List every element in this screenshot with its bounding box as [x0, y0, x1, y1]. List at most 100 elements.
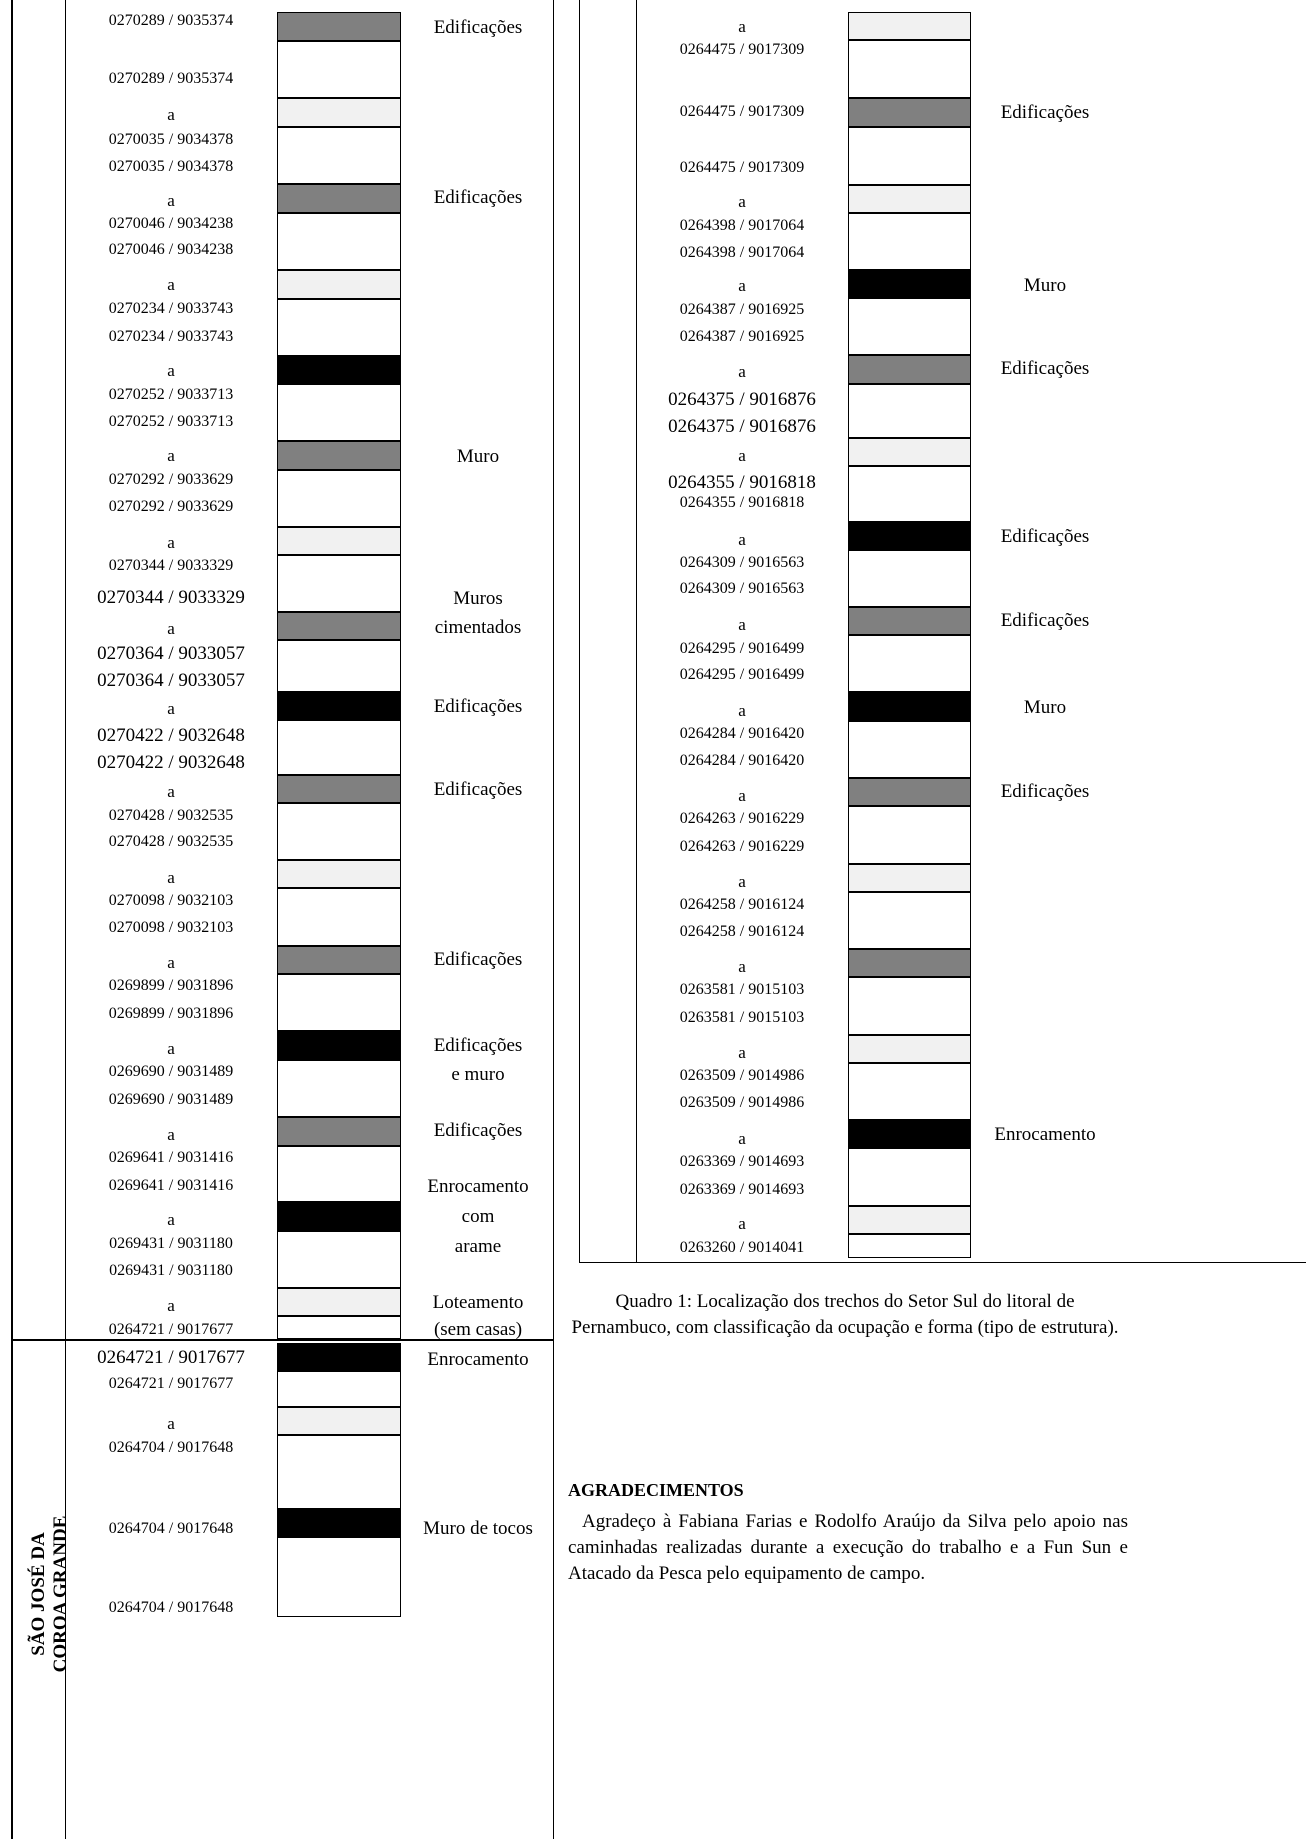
table-caption: Quadro 1: Localização dos trechos do Set… — [571, 1291, 1119, 1338]
occupation-bar-white — [848, 466, 971, 522]
coordinate-connector: a — [738, 276, 746, 295]
occupation-bar-black — [277, 1202, 401, 1231]
occupation-bar-white — [848, 1148, 971, 1206]
structure-label: Loteamento — [432, 1292, 524, 1313]
occupation-bar-white — [277, 213, 401, 270]
coordinate-value: 0264475 / 9017309 — [679, 41, 805, 58]
occupation-bar-white — [277, 1231, 401, 1288]
coordinate-value: 0270035 / 9034378 — [108, 131, 234, 148]
coordinate-connector: a — [738, 701, 746, 720]
structure-label: (sem casas) — [433, 1319, 523, 1340]
coordinate-value: 0270422 / 9032648 — [97, 752, 245, 773]
occupation-bar-white — [277, 555, 401, 612]
occupation-bar-light — [277, 860, 401, 888]
structure-label: Edificações — [1000, 358, 1090, 379]
coordinate-value: 0269431 / 9031180 — [109, 1235, 233, 1252]
structure-label: Edificações — [433, 696, 523, 717]
coordinate-connector: a — [738, 872, 746, 891]
coordinate-value: 0270046 / 9034238 — [108, 241, 234, 258]
coordinate-connector: a — [167, 1296, 175, 1315]
occupation-bar-white — [848, 1063, 971, 1120]
coordinate-value: 0264721 / 9017677 — [108, 1375, 234, 1392]
coordinate-connector: a — [167, 619, 175, 638]
coordinate-value: 0270098 / 9032103 — [108, 892, 234, 909]
coordinate-value: 0264309 / 9016563 — [679, 554, 805, 571]
coordinate-value: 0270292 / 9033629 — [108, 471, 234, 488]
occupation-bar-black — [277, 1343, 401, 1371]
occupation-bar-gray — [277, 612, 401, 640]
occupation-bar-light — [848, 438, 971, 466]
coordinate-value: 0269431 / 9031180 — [109, 1262, 233, 1279]
coordinate-value: 0264263 / 9016229 — [679, 810, 805, 827]
acknowledgements-text: Agradeço à Fabiana Farias e Rodolfo Araú… — [568, 1511, 1128, 1584]
coordinate-value: 0263581 / 9015103 — [679, 981, 805, 998]
occupation-bar-gray — [848, 355, 971, 384]
occupation-bar-gray — [277, 12, 401, 41]
occupation-bar-black — [848, 692, 971, 721]
structure-label: Edificações — [1000, 781, 1090, 802]
coordinate-value: 0264258 / 9016124 — [679, 896, 805, 913]
occupation-bar-white — [277, 1371, 401, 1407]
structure-label: Edificações — [433, 187, 523, 208]
structure-label: Enrocamento — [994, 1124, 1096, 1145]
coordinate-connector: a — [167, 1210, 175, 1229]
structure-label: e muro — [451, 1064, 505, 1085]
coordinate-connector: a — [738, 192, 746, 211]
occupation-bar-white — [848, 127, 971, 185]
structure-label: Edificações — [433, 1120, 523, 1141]
coordinate-connector: a — [167, 699, 175, 718]
occupation-bar-white — [848, 550, 971, 607]
coordinate-connector: a — [738, 786, 746, 805]
coordinate-value: 0264721 / 9017677 — [108, 1321, 234, 1338]
occupation-bar-gray — [848, 98, 971, 127]
coordinate-value: 0270428 / 9032535 — [108, 807, 234, 824]
structure-label: Edificações — [433, 779, 523, 800]
left-table-divider — [65, 0, 66, 1839]
coordinate-connector: a — [167, 953, 175, 972]
occupation-bar-white — [848, 806, 971, 864]
coordinate-value: 0270344 / 9033329 — [108, 557, 234, 574]
occupation-bar-white — [848, 40, 971, 98]
occupation-bar-white — [848, 635, 971, 692]
coordinate-value: 0270428 / 9032535 — [108, 833, 234, 850]
left-table-border-left — [11, 0, 13, 1839]
coordinate-connector: a — [738, 1043, 746, 1062]
coordinate-connector: a — [167, 361, 175, 380]
coordinate-value: 0270046 / 9034238 — [108, 215, 234, 232]
occupation-bar-white — [277, 384, 401, 441]
coordinate-value: 0264721 / 9017677 — [97, 1347, 245, 1368]
occupation-bar-black — [848, 270, 971, 298]
coordinate-connector: a — [738, 17, 746, 36]
structure-label: Enrocamento — [427, 1176, 529, 1197]
coordinate-value: 0264355 / 9016818 — [679, 494, 805, 511]
occupation-bar-white — [848, 721, 971, 778]
occupation-bar-gray — [848, 607, 971, 635]
occupation-bar-light — [848, 12, 971, 40]
occupation-bar-light — [848, 1206, 971, 1234]
structure-label: Muro — [1023, 697, 1067, 718]
coordinate-value: 0264258 / 9016124 — [679, 923, 805, 940]
coordinate-connector: a — [738, 1214, 746, 1233]
coordinate-value: 0263509 / 9014986 — [679, 1094, 805, 1111]
occupation-bar-light — [277, 527, 401, 555]
structure-label: Edificações — [433, 1035, 523, 1056]
coordinate-value: 0264284 / 9016420 — [679, 725, 805, 742]
occupation-bar-white — [848, 384, 971, 438]
occupation-bar-white — [277, 1435, 401, 1509]
occupation-bar-white — [277, 1060, 401, 1117]
structure-label: cimentados — [434, 617, 522, 638]
coordinate-value: 0270035 / 9034378 — [108, 158, 234, 175]
occupation-bar-white — [277, 803, 401, 860]
location-label-line2: COROA GRANDE — [50, 1515, 71, 1673]
coordinate-connector: a — [167, 1414, 175, 1433]
coordinate-connector: a — [738, 615, 746, 634]
structure-label: com — [461, 1206, 495, 1227]
occupation-bar-light — [848, 1035, 971, 1063]
occupation-bar-black — [848, 1120, 971, 1148]
coordinate-value: 0264475 / 9017309 — [679, 103, 805, 120]
occupation-bar-white — [277, 299, 401, 356]
coordinate-connector: a — [738, 446, 746, 465]
structure-label: Muro — [1023, 275, 1067, 296]
coordinate-connector: a — [738, 957, 746, 976]
occupation-bar-light — [277, 98, 401, 127]
